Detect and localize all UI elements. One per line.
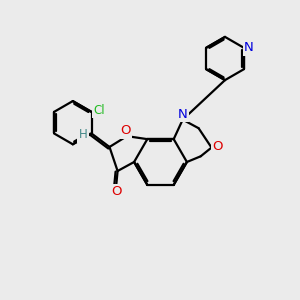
- Text: H: H: [79, 128, 88, 142]
- Text: O: O: [212, 140, 223, 154]
- Text: N: N: [178, 108, 188, 121]
- Text: Cl: Cl: [93, 104, 105, 117]
- Text: N: N: [244, 41, 254, 54]
- Text: O: O: [112, 185, 122, 198]
- Text: O: O: [120, 124, 131, 137]
